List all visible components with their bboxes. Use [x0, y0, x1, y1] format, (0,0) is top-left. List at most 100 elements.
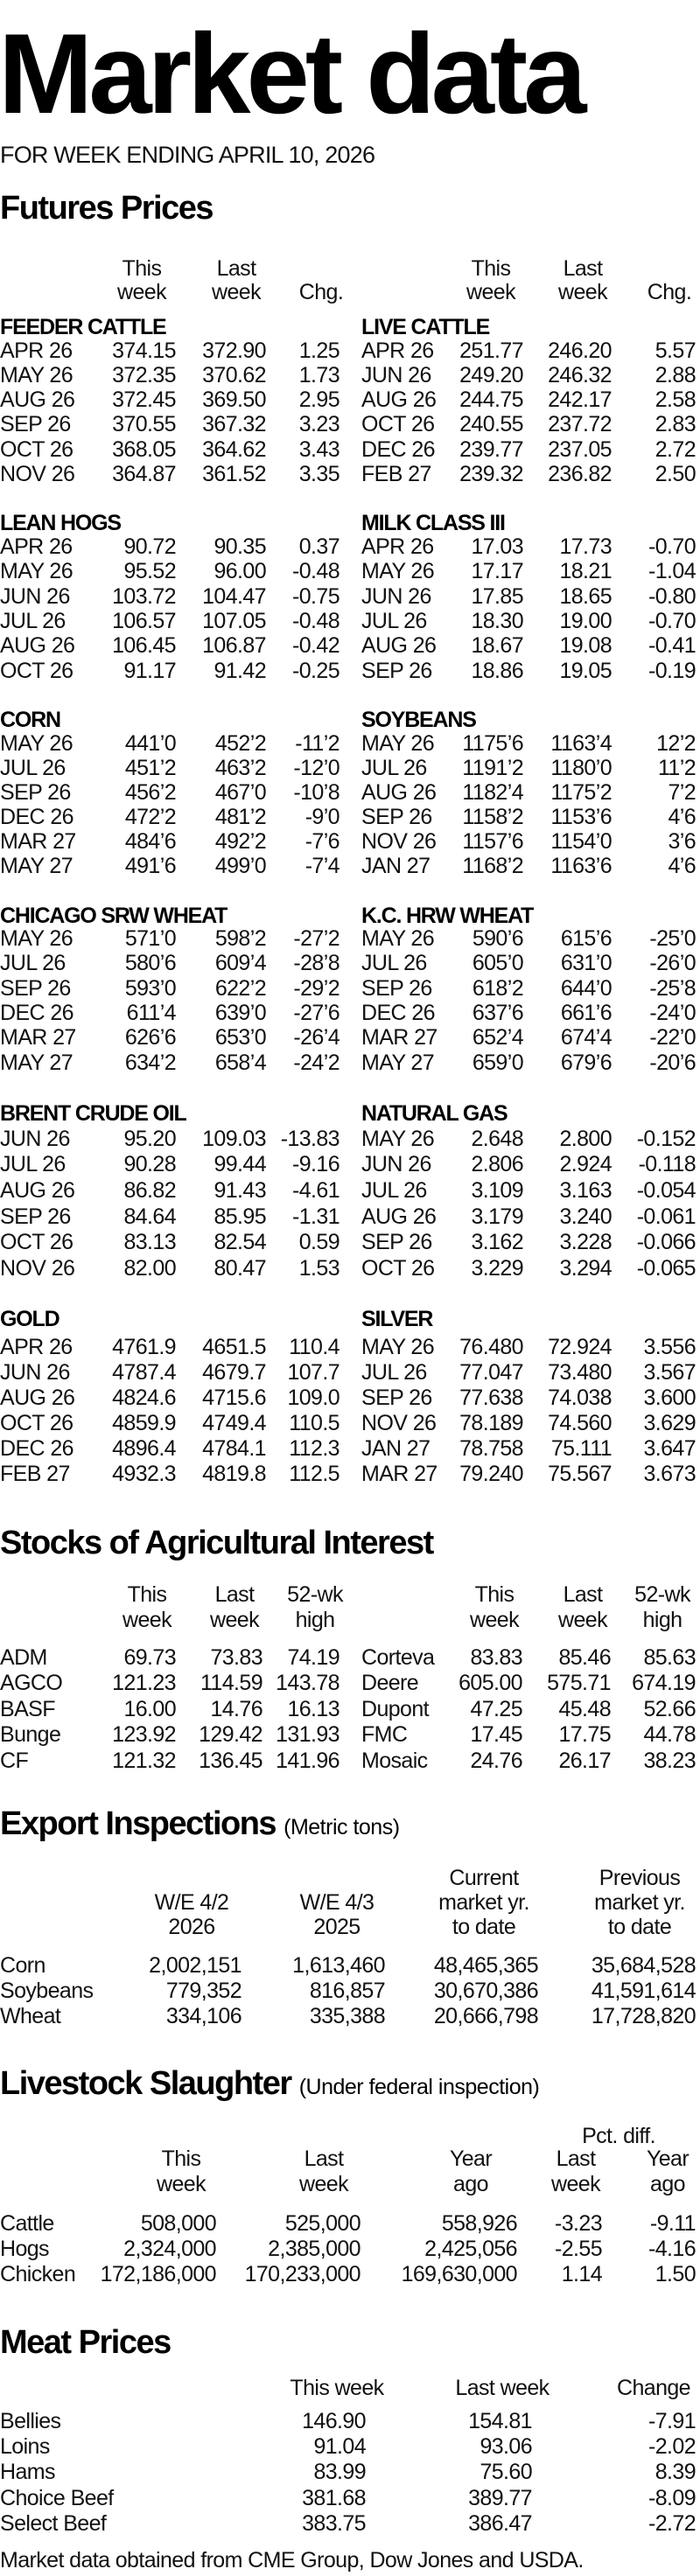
last-week-price: 369.50 [202, 387, 266, 413]
last-week-price: 4784.1 [202, 1435, 266, 1461]
col-header-this-week: This [127, 1581, 167, 1607]
price-change: -26’0 [649, 951, 696, 976]
col-header: week [299, 2171, 349, 2196]
this-week-price: 451’2 [124, 755, 177, 780]
last-week-price: 237.72 [548, 412, 612, 437]
contract-month: APR 26 [361, 534, 434, 559]
contract-month: JAN 27 [361, 853, 430, 878]
slaughter-value: -3.23 [555, 2210, 603, 2236]
last-week-price: 4819.8 [202, 1461, 266, 1486]
contract-month: NOV 26 [361, 1410, 437, 1435]
this-week-price: 2.648 [471, 1126, 523, 1151]
exports-unit-note: (Metric tons) [284, 1815, 400, 1840]
price-change: 3.556 [643, 1334, 696, 1359]
last-week-price: 90.35 [214, 534, 266, 559]
futures-heading: Futures Prices [0, 190, 214, 227]
contract-month: MAY 26 [361, 730, 435, 756]
contract-month: DEC 26 [361, 436, 436, 462]
this-week-price: 24.76 [470, 1748, 522, 1773]
this-week-price: 370.55 [112, 412, 176, 437]
contract-month: OCT 26 [361, 1255, 435, 1281]
price-change: -25’8 [649, 975, 696, 1001]
export-volume: 35,684,528 [591, 1952, 696, 1978]
export-volume: 17,728,820 [591, 2003, 696, 2028]
last-week-price: 4679.7 [202, 1359, 266, 1385]
contract-month: APR 26 [0, 534, 73, 559]
col-header-change: Chg. [647, 279, 692, 304]
contract-month: OCT 26 [0, 1230, 74, 1255]
col-header-last-week: week [212, 279, 262, 304]
last-week-price: 72.924 [548, 1334, 612, 1359]
price-change: -0.75 [292, 583, 340, 609]
last-week-price: 114.59 [200, 1671, 263, 1696]
price-change: -0.41 [648, 633, 696, 659]
meat-price: -7.91 [648, 2408, 696, 2433]
col-header: Last [304, 2146, 344, 2171]
this-week-price: 472’2 [124, 804, 177, 829]
slaughter-value: 2,425,056 [424, 2236, 517, 2261]
this-week-price: 103.72 [112, 583, 176, 609]
last-week-price: 109.03 [202, 1126, 266, 1151]
last-week-price: 463’2 [214, 755, 267, 780]
this-week-price: 637’6 [472, 1000, 524, 1025]
52wk-high: 131.93 [276, 1722, 340, 1748]
col-header: Last week [455, 2375, 550, 2400]
last-week-price: 1153’6 [550, 804, 612, 829]
contract-month: JUN 26 [361, 362, 431, 387]
price-change: -27’6 [293, 1000, 340, 1025]
slaughter-value: 172,186,000 [100, 2261, 217, 2286]
contract-month: SEP 26 [0, 779, 71, 805]
stocks-heading: Stocks of Agricultural Interest [0, 1525, 434, 1561]
col-header: W/E 4/2 [154, 1889, 229, 1915]
contract-month: DEC 26 [0, 1000, 74, 1025]
last-week-price: 679’6 [560, 1050, 612, 1075]
price-change: -22’0 [649, 1025, 696, 1051]
this-week-price: 47.25 [470, 1696, 522, 1721]
contract-month: MAY 26 [361, 1334, 435, 1359]
col-header: This week [290, 2375, 384, 2400]
last-week-price: 361.52 [202, 461, 266, 486]
slaughter-value: 2,324,000 [123, 2236, 216, 2261]
last-week-price: 136.45 [199, 1748, 262, 1773]
slaughter-value: 169,630,000 [401, 2261, 518, 2286]
slaughter-value: -2.55 [555, 2236, 603, 2261]
col-header: Year [449, 2146, 493, 2171]
commodity-label: SOYBEANS [361, 707, 477, 732]
contract-month: OCT 26 [0, 1410, 74, 1435]
this-week-price: 4859.9 [112, 1410, 176, 1435]
this-week-price: 79.240 [459, 1461, 523, 1486]
commodity-label: GOLD [0, 1306, 60, 1331]
last-week-price: 575.71 [547, 1671, 611, 1696]
this-week-price: 83.13 [123, 1230, 176, 1255]
last-week-price: 370.62 [202, 362, 266, 387]
price-change: 2.83 [654, 412, 696, 437]
col-header-this-week: week [117, 279, 167, 304]
last-week-price: 364.62 [202, 436, 266, 462]
cut-name: Bellies [0, 2408, 61, 2433]
price-change: 11’2 [657, 755, 696, 780]
contract-month: MAR 27 [361, 1461, 438, 1486]
last-week-price: 85.46 [558, 1644, 611, 1670]
price-change: 3.600 [643, 1385, 696, 1410]
this-week-price: 83.83 [470, 1644, 522, 1670]
stock-name: ADM [0, 1644, 47, 1670]
last-week-price: 1154’0 [550, 828, 612, 854]
this-week-price: 244.75 [459, 387, 523, 413]
price-change: 3.567 [643, 1359, 696, 1385]
export-volume: 41,591,614 [591, 1978, 696, 2003]
last-week-price: 481’2 [214, 804, 267, 829]
this-week-price: 3.162 [471, 1230, 523, 1255]
price-change: 109.0 [287, 1385, 340, 1410]
contract-month: AUG 26 [361, 779, 437, 805]
price-change: -7’4 [304, 853, 340, 878]
last-week-price: 452’2 [214, 730, 267, 756]
price-change: 12’2 [656, 730, 696, 756]
last-week-price: 2.800 [559, 1126, 612, 1151]
contract-month: FEB 27 [361, 461, 431, 486]
52wk-high: 16.13 [287, 1696, 340, 1721]
this-week-price: 1158’2 [462, 804, 523, 829]
last-week-price: 4651.5 [202, 1334, 266, 1359]
this-week-price: 652’4 [472, 1025, 524, 1051]
this-week-price: 4824.6 [112, 1385, 176, 1410]
last-week-price: 242.17 [548, 387, 612, 413]
